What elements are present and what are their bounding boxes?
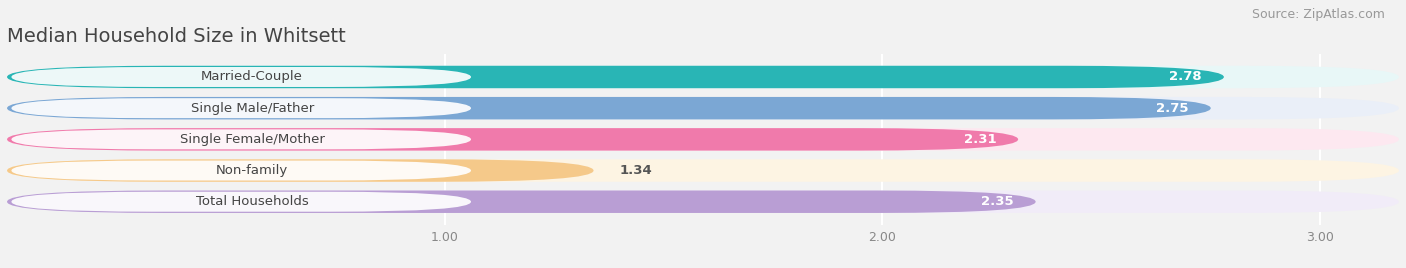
Text: Single Male/Father: Single Male/Father [191, 102, 314, 115]
FancyBboxPatch shape [7, 128, 1018, 151]
Text: Non-family: Non-family [217, 164, 288, 177]
FancyBboxPatch shape [11, 129, 471, 149]
Text: Source: ZipAtlas.com: Source: ZipAtlas.com [1251, 8, 1385, 21]
Text: Total Households: Total Households [195, 195, 308, 208]
Text: 2.35: 2.35 [981, 195, 1014, 208]
Text: 2.78: 2.78 [1170, 70, 1202, 84]
FancyBboxPatch shape [7, 191, 1036, 213]
FancyBboxPatch shape [7, 66, 1399, 88]
FancyBboxPatch shape [11, 67, 471, 87]
FancyBboxPatch shape [7, 191, 1399, 213]
FancyBboxPatch shape [7, 97, 1211, 120]
FancyBboxPatch shape [11, 98, 471, 118]
Text: 2.75: 2.75 [1156, 102, 1189, 115]
FancyBboxPatch shape [7, 159, 593, 182]
Text: Single Female/Mother: Single Female/Mother [180, 133, 325, 146]
FancyBboxPatch shape [7, 66, 1223, 88]
FancyBboxPatch shape [11, 192, 471, 212]
Text: 1.34: 1.34 [620, 164, 652, 177]
FancyBboxPatch shape [7, 128, 1399, 151]
FancyBboxPatch shape [11, 161, 471, 181]
FancyBboxPatch shape [7, 159, 1399, 182]
Text: Median Household Size in Whitsett: Median Household Size in Whitsett [7, 28, 346, 46]
Text: Married-Couple: Married-Couple [201, 70, 304, 84]
Text: 2.31: 2.31 [963, 133, 997, 146]
FancyBboxPatch shape [7, 97, 1399, 120]
